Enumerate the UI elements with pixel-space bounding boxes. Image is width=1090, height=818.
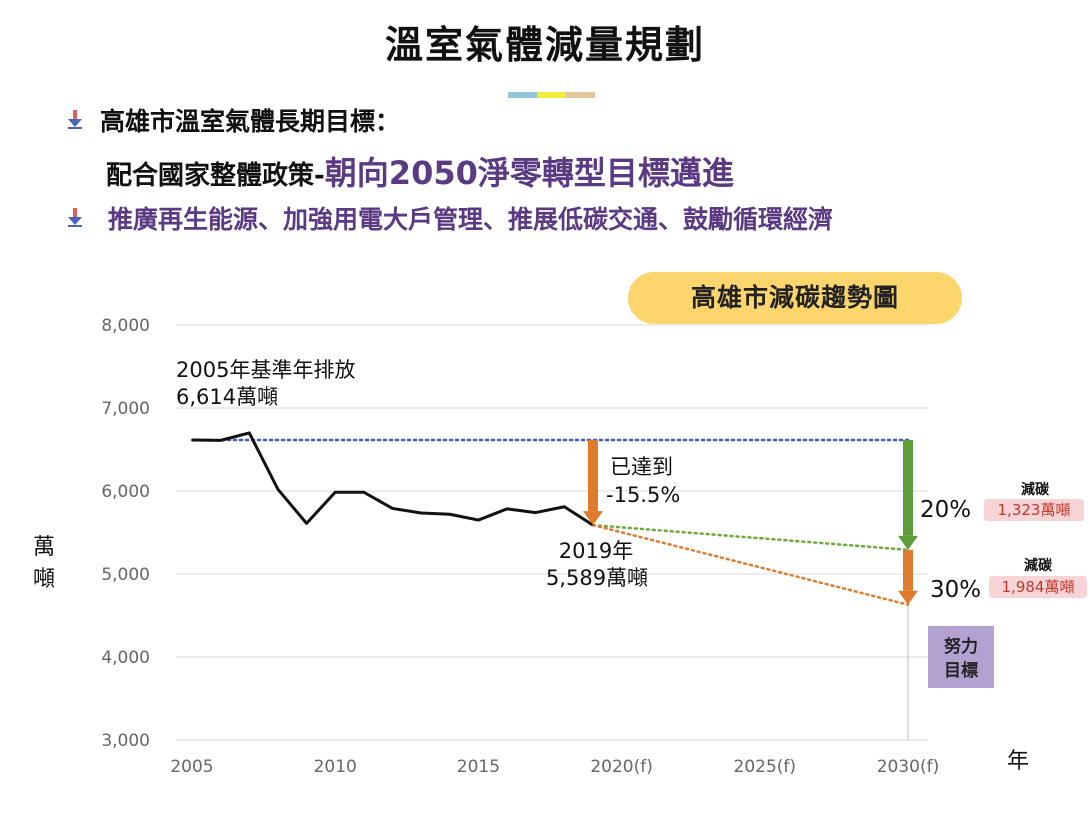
tag1-value: 1,323萬噸: [998, 501, 1071, 519]
x-tick-label: 2020(f): [590, 757, 653, 777]
x-tick-label: 2025(f): [734, 757, 797, 777]
policy-prefix: 配合國家整體政策-: [106, 161, 325, 191]
underline-segment: [566, 92, 595, 98]
tag2-badge: [989, 576, 1087, 598]
target-box-line2: 目標: [944, 660, 978, 681]
down-arrow-bullet-icon: [68, 208, 82, 227]
year-2019-annotation-line1: 2019年: [559, 539, 633, 563]
title-underline: [508, 92, 595, 98]
tag1-label: 減碳: [1021, 481, 1050, 498]
year-2019-annotation-line2: 5,589萬噸: [546, 566, 648, 590]
reduction-arrow-head: [898, 535, 918, 550]
y-tick-label: 8,000: [101, 316, 150, 336]
reduction-arrow-shaft: [587, 440, 598, 512]
page-title: 溫室氣體減量規劃: [384, 23, 705, 67]
chart-title: 高雄市減碳趨勢圖: [628, 272, 962, 324]
tag1-badge: [984, 499, 1084, 521]
emissions-series-line: [191, 431, 594, 527]
x-tick-label: 2005: [170, 757, 213, 777]
target-box: [928, 626, 994, 688]
achieved-annotation-line1: 已達到: [610, 455, 673, 479]
x-tick-label: 2030(f): [877, 757, 940, 777]
reduction-arrow-shaft: [903, 549, 913, 591]
projection-line: [591, 523, 910, 552]
baseline-annotation-line2: 6,614萬噸: [176, 385, 278, 409]
target-box-line1: 努力: [944, 636, 978, 657]
underline-segment: [508, 92, 537, 98]
x-axis-label: 年: [1007, 749, 1029, 774]
tag2-value: 1,984萬噸: [1002, 578, 1075, 596]
projection-line: [591, 523, 910, 606]
y-axis-label: 萬: [33, 535, 55, 560]
bullet-line-strategies: 推廣再生能源、加強用電大戶管理、推展低碳交通、鼓勵循環經濟: [108, 205, 834, 234]
down-arrow-bullet-icon: [68, 110, 82, 129]
reduction-arrow-head: [898, 590, 918, 605]
x-tick-label: 2010: [314, 757, 357, 777]
reduction-30-label: 30%: [930, 577, 981, 603]
y-tick-label: 4,000: [101, 648, 150, 668]
reduction-arrow-shaft: [903, 440, 913, 536]
x-tick-label: 2015: [457, 757, 500, 777]
policy-highlight: 朝向2050淨零轉型目標邁進: [324, 154, 734, 192]
bullet-line-long-term-goal: 高雄市溫室氣體長期目標：: [100, 107, 401, 136]
y-tick-label: 7,000: [101, 399, 150, 419]
y-tick-label: 6,000: [101, 482, 150, 502]
tag2-label: 減碳: [1024, 557, 1053, 574]
baseline-annotation-line1: 2005年基準年排放: [176, 358, 355, 382]
y-axis-label: 噸: [33, 567, 55, 592]
reduction-20-label: 20%: [920, 497, 971, 523]
y-tick-label: 3,000: [101, 731, 150, 751]
reduction-arrow-head: [582, 511, 603, 526]
y-tick-label: 5,000: [101, 565, 150, 585]
bullet-line-policy: 配合國家整體政策-朝向2050淨零轉型目標邁進: [106, 148, 734, 194]
achieved-annotation-line2: -15.5%: [606, 483, 680, 507]
underline-segment: [537, 92, 566, 98]
